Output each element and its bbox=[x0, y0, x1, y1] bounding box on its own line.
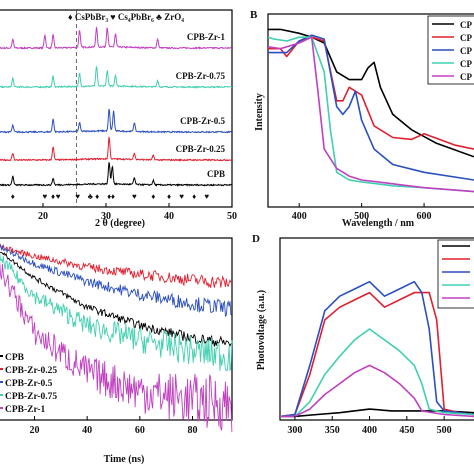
series-label-CPB-Zr-0.75: CPB-Zr-0.75 bbox=[176, 71, 226, 81]
plot-frame bbox=[0, 237, 233, 421]
y-axis-label: Intensity bbox=[254, 93, 265, 131]
panel-label-b: B bbox=[250, 9, 258, 21]
panel-d-photovoltage: D 300 350 400 450 500 Photovoltage (a.u.) bbox=[252, 233, 474, 436]
legend-box bbox=[437, 239, 474, 309]
x-tick-label-60: 60 bbox=[135, 425, 145, 436]
x-tick-label-40: 40 bbox=[164, 211, 174, 222]
legend-label-2: CPB-Zr-0.5 bbox=[5, 379, 53, 389]
phase-marker-10: ♦ bbox=[151, 192, 155, 201]
x-tick-label-450: 450 bbox=[399, 425, 414, 436]
x-tick-label-500: 500 bbox=[437, 425, 452, 436]
phase-marker-11: ♦ bbox=[167, 192, 171, 201]
abs-curve-0 bbox=[268, 28, 474, 158]
phase-marker-8: ♦ bbox=[111, 192, 115, 201]
abs-curve-3 bbox=[267, 36, 474, 193]
x-tick-label-400: 400 bbox=[362, 425, 377, 436]
legend-label-2: CP bbox=[460, 46, 472, 56]
abs-curve-2 bbox=[268, 34, 474, 181]
pv-curve-1 bbox=[279, 291, 474, 418]
pv-curve-4 bbox=[280, 364, 474, 418]
phase-marker-7: ♦ bbox=[107, 192, 111, 201]
abs-curve-1 bbox=[268, 36, 474, 150]
legend-label-4: CPB-Zr-1 bbox=[5, 405, 46, 415]
series-label-CPB-Zr-0.5: CPB-Zr-0.5 bbox=[180, 116, 225, 126]
pv-curve-3 bbox=[280, 328, 474, 418]
legend-label-4: CP bbox=[460, 72, 472, 82]
phase-marker-12: ♥ bbox=[179, 192, 184, 201]
series-label-CPB-Zr-0.25: CPB-Zr-0.25 bbox=[176, 144, 226, 154]
series-label-CPB: CPB bbox=[207, 169, 225, 179]
xrd-trace-CPB-Zr-0.75 bbox=[0, 65, 233, 89]
legend-label-1: CPB-Zr-0.25 bbox=[5, 366, 57, 376]
x-tick-label-80: 80 bbox=[188, 425, 198, 436]
phase-legend: ♦ CsPbBr₃ ♥ Cs₄PbBr₆ ♣ ZrO₄ bbox=[68, 12, 184, 22]
phase-marker-1: ♥ bbox=[43, 192, 48, 201]
panel-a-xrd: CPB-Zr-1 CPB-Zr-0.75 CPB-Zr-0.5 CPB-Zr-0.25… bbox=[0, 9, 237, 229]
legend-label-0: CP bbox=[460, 20, 472, 30]
series-label-CPB-Zr-1: CPB-Zr-1 bbox=[187, 32, 226, 42]
legend-label-3: CP bbox=[460, 59, 472, 69]
decay-trace-CPB-Zr-1 bbox=[0, 260, 233, 433]
xrd-trace-CPB bbox=[0, 162, 233, 187]
x-axis-label: Time (ns) bbox=[104, 454, 145, 465]
x-tick-label-30: 30 bbox=[101, 211, 111, 222]
decay-trace-CPB-Zr-0.25 bbox=[0, 243, 232, 289]
decay-trace-CPB-Zr-0.5 bbox=[0, 244, 233, 317]
phase-marker-6: ♦ bbox=[95, 192, 99, 201]
x-tick-label-350: 350 bbox=[325, 425, 340, 436]
x-tick-label-500: 500 bbox=[354, 211, 369, 222]
x-tick-label-20: 20 bbox=[38, 211, 48, 222]
y-axis-label: Photovoltage (a.u.) bbox=[256, 290, 267, 370]
panel-label-d: D bbox=[252, 233, 260, 245]
pv-curve-2 bbox=[279, 280, 474, 418]
x-tick-label-50: 50 bbox=[227, 211, 237, 222]
phase-marker-9: ♥ bbox=[132, 192, 137, 201]
decay-trace-CPB bbox=[0, 251, 233, 347]
legend-label-1: CP bbox=[460, 33, 472, 43]
x-tick-label-400: 400 bbox=[292, 211, 307, 222]
abs-curve-4 bbox=[267, 36, 474, 193]
phase-marker-13: ♦ bbox=[192, 192, 196, 201]
phase-marker-5: ♣ bbox=[88, 192, 94, 201]
phase-marker-14: ♥ bbox=[204, 192, 209, 201]
phase-marker-4: ♥ bbox=[75, 192, 80, 201]
legend-label-3: CPB-Zr-0.75 bbox=[5, 392, 57, 402]
legend-label-0: CPB bbox=[5, 353, 25, 363]
decay-trace-CPB-Zr-0.75 bbox=[0, 251, 233, 372]
x-axis-label: Wavelength / nm bbox=[342, 218, 415, 229]
phase-marker-3: ♥ bbox=[56, 192, 61, 201]
phase-marker-0: ♦ bbox=[11, 192, 15, 201]
xrd-trace-CPB-Zr-0.5 bbox=[0, 108, 233, 134]
xrd-trace-CPB-Zr-0.25 bbox=[0, 136, 233, 162]
plot-frame bbox=[279, 237, 474, 421]
plot-frame bbox=[267, 13, 474, 208]
xrd-trace-CPB-Zr-1 bbox=[0, 26, 233, 50]
panel-c-decay: CPB CPB-Zr-0.25 CPB-Zr-0.5 CPB-Zr-0.75 CPB-Z… bbox=[0, 237, 233, 465]
x-tick-label-600: 600 bbox=[417, 211, 432, 222]
x-tick-label-20: 20 bbox=[30, 425, 40, 436]
x-tick-label-40: 40 bbox=[82, 425, 92, 436]
x-axis-label: 2 θ (degree) bbox=[95, 218, 145, 229]
x-tick-label-300: 300 bbox=[287, 425, 302, 436]
phase-marker-2: ♦ bbox=[51, 192, 55, 201]
